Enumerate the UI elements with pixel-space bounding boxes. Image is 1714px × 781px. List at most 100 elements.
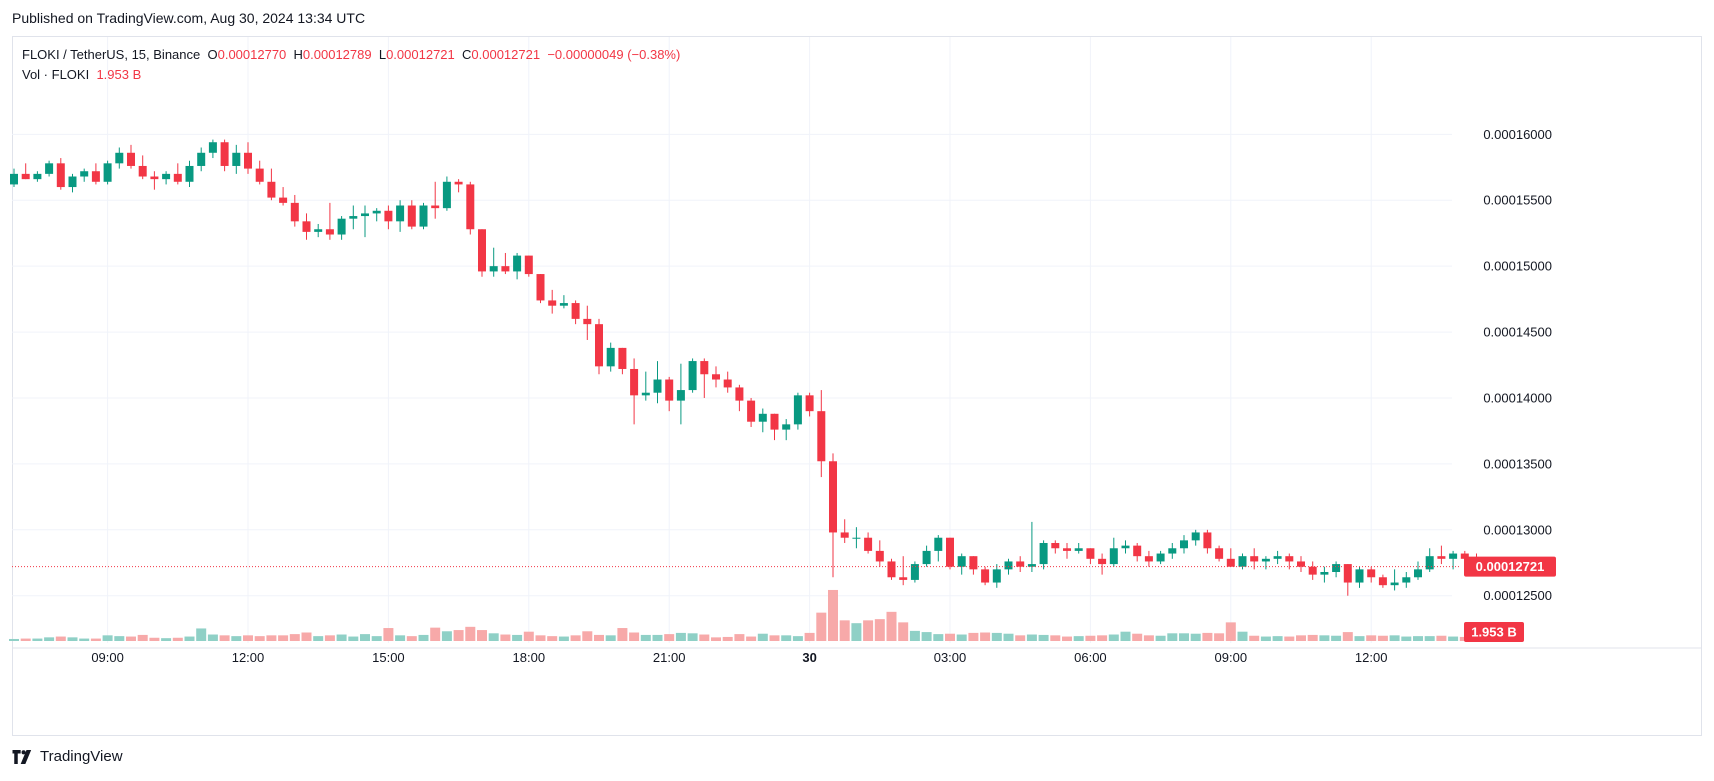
- candle: [1144, 550, 1153, 567]
- volume-bar: [570, 635, 581, 641]
- candle-body: [758, 413, 767, 422]
- volume-bar: [921, 632, 932, 641]
- candle-body: [1402, 577, 1411, 583]
- candle: [91, 163, 100, 185]
- volume-bar: [266, 635, 277, 641]
- candle-body: [875, 550, 884, 562]
- candle-body: [45, 163, 54, 174]
- volume-bar: [32, 638, 43, 641]
- candle: [559, 295, 568, 309]
- volume-bar: [1436, 635, 1447, 641]
- time-axis: 09:00 12:00 15:00 18:00 21:00 30 03:00 06:00 09:…: [91, 650, 1387, 665]
- volume-bar: [289, 634, 300, 641]
- volume-bar: [453, 630, 464, 641]
- legend-open-label: O: [207, 47, 218, 62]
- volume-bar: [874, 619, 885, 641]
- candle-body: [747, 400, 756, 422]
- candle: [1425, 548, 1434, 572]
- x-tick-label: 06:00: [1074, 650, 1107, 665]
- volume-bar: [851, 623, 862, 641]
- volume-bar: [254, 636, 265, 641]
- volume-bar: [1108, 634, 1119, 641]
- last-price-badge: [1464, 556, 1556, 577]
- volume-bar: [465, 626, 476, 641]
- candle-body: [957, 556, 966, 567]
- volume-bar: [945, 633, 955, 641]
- candle: [793, 392, 802, 430]
- volume-bar: [839, 620, 850, 641]
- candle-body: [1449, 553, 1458, 559]
- candle: [887, 558, 896, 580]
- candle-body: [524, 255, 533, 275]
- candle-body: [279, 197, 288, 203]
- y-tick-label: 0.00014500: [1483, 325, 1552, 340]
- candle-body: [723, 379, 732, 388]
- volume-bar: [219, 635, 230, 641]
- candle: [758, 408, 767, 433]
- candle: [150, 171, 159, 190]
- chart-frame: [12, 36, 1702, 736]
- volume-bar: [1296, 635, 1306, 641]
- candle-body: [255, 168, 264, 182]
- volume-bar: [67, 637, 78, 641]
- candle: [653, 361, 662, 404]
- legend-close-value: 0.00012721: [471, 47, 541, 62]
- volume-bar: [1202, 632, 1213, 641]
- candle: [700, 358, 709, 398]
- tradingview-brand[interactable]: TradingView: [12, 748, 123, 765]
- candle: [384, 205, 393, 230]
- volume-bar: [313, 636, 324, 641]
- volume-bar: [1026, 634, 1037, 641]
- candle-body: [852, 537, 861, 539]
- candle: [56, 158, 65, 190]
- volume-bar: [722, 636, 733, 641]
- candle-body: [115, 152, 124, 164]
- candle-body: [1144, 556, 1153, 562]
- candle-body: [103, 163, 112, 182]
- candle: [723, 371, 732, 393]
- candle: [665, 376, 674, 412]
- candle-body: [337, 218, 346, 235]
- candle: [419, 202, 428, 230]
- candle-body: [934, 537, 943, 551]
- x-tick-label: 12:00: [1355, 650, 1388, 665]
- x-tick-label: 30: [802, 650, 816, 665]
- candle-body: [1051, 542, 1060, 549]
- candle: [1273, 550, 1282, 565]
- y-tick-label: 0.00013500: [1483, 456, 1552, 471]
- candle: [173, 163, 182, 185]
- candle-body: [817, 411, 826, 462]
- candle: [922, 545, 931, 567]
- candle-body: [10, 173, 18, 185]
- volume-bar: [652, 634, 663, 641]
- candle-body: [1016, 561, 1025, 567]
- candle-body: [700, 361, 709, 375]
- volume-bars: [9, 589, 1482, 641]
- candle: [290, 194, 299, 227]
- candle: [220, 139, 229, 172]
- candle: [641, 371, 650, 401]
- x-tick-label: 18:00: [513, 650, 546, 665]
- candle-body: [220, 142, 229, 166]
- candle: [80, 168, 89, 182]
- volume-bar: [1038, 634, 1049, 641]
- candle: [688, 358, 697, 393]
- candle: [981, 566, 990, 586]
- volume-bar: [804, 632, 815, 641]
- candle: [185, 160, 194, 188]
- candle-body: [21, 173, 30, 180]
- volume-bar: [1249, 635, 1260, 641]
- volume-bar: [1342, 632, 1353, 641]
- candle-body: [1203, 532, 1212, 549]
- volume-bar: [1448, 636, 1459, 641]
- volume-bar: [991, 632, 1002, 641]
- candle: [68, 173, 77, 193]
- candle: [875, 540, 884, 567]
- last-price-label: 0.00012721: [1476, 559, 1545, 574]
- candle: [1121, 540, 1130, 554]
- volume-bar: [1097, 635, 1108, 641]
- candle-body: [208, 142, 217, 153]
- volume-bar: [828, 589, 838, 641]
- volume-bar: [547, 636, 558, 641]
